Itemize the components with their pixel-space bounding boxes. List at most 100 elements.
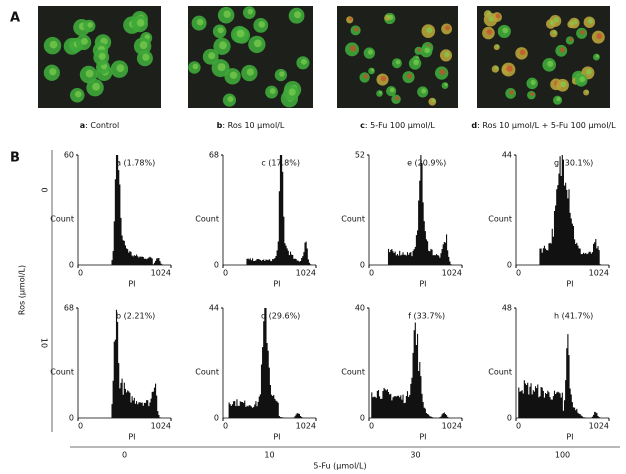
y-axis-label: Count [195, 214, 219, 223]
y-tick-label: 52 [355, 151, 365, 160]
cell [384, 14, 391, 21]
x-tick-label: 0 [223, 422, 228, 431]
image-caption: b: Ros 10 μmol/L [217, 121, 285, 130]
column-axis-title: 5-Fu (μmol/L) [313, 462, 366, 471]
caption-letter: d [471, 121, 477, 130]
x-tick-label: 0 [369, 269, 374, 278]
cell-nucleus [502, 27, 509, 34]
panel-label: B [10, 151, 20, 166]
cell-nucleus [300, 58, 307, 65]
row-axis-title: Ros (μmol/L) [18, 265, 27, 315]
cell-nucleus [192, 63, 199, 70]
y-tick-label: 0 [214, 414, 219, 423]
histogram [516, 334, 609, 418]
histogram [78, 155, 171, 265]
cell-nucleus [196, 18, 204, 26]
cell-nucleus [116, 64, 125, 73]
cell-nucleus [426, 27, 433, 34]
cell-nucleus [486, 29, 493, 35]
cell-nucleus [227, 96, 234, 103]
cell-nucleus [49, 40, 58, 49]
cell-nucleus [354, 27, 359, 32]
cell-nucleus [247, 8, 254, 15]
cell-nucleus [142, 53, 150, 61]
x-tick-label: 1024 [442, 422, 462, 431]
y-tick-label: 40 [355, 304, 365, 313]
cell-nucleus [74, 90, 82, 98]
x-tick-label: 0 [78, 269, 83, 278]
plot-annotation: h (41.7%) [554, 312, 593, 321]
cell-nucleus [570, 21, 574, 26]
x-axis-label: PI [419, 280, 426, 289]
cell-nucleus [506, 65, 513, 72]
caption-letter: b [217, 121, 223, 130]
cell-nucleus [253, 39, 262, 48]
cell-nucleus [367, 49, 373, 55]
cell-nucleus [395, 59, 401, 65]
cell-nucleus [445, 25, 451, 31]
cell-nucleus [363, 74, 368, 79]
cell-nucleus [495, 13, 501, 19]
x-tick-label: 0 [78, 422, 83, 431]
y-axis-label: Count [341, 367, 365, 376]
x-axis-label: PI [128, 433, 135, 442]
x-axis-label: PI [419, 433, 426, 442]
cell-nucleus [417, 47, 422, 52]
y-axis-label: Count [488, 367, 512, 376]
cell-nucleus [92, 82, 100, 91]
y-tick-label: 0 [69, 414, 74, 423]
y-tick-label: 48 [502, 304, 512, 313]
cell-nucleus [413, 59, 419, 66]
plot-annotation: b (2.21%) [116, 312, 155, 321]
cell-nucleus [223, 10, 231, 18]
cell-nucleus [229, 71, 238, 79]
cell-nucleus [371, 68, 374, 72]
plot-annotation: f (33.7%) [408, 312, 445, 321]
cell-nucleus [219, 41, 227, 50]
y-tick-label: 44 [209, 304, 219, 313]
caption-letter: a [80, 121, 85, 130]
cell-nucleus [379, 90, 383, 94]
x-tick-label: 1024 [151, 422, 171, 431]
cell-nucleus [387, 15, 390, 19]
y-tick-label: 0 [507, 261, 512, 270]
row-label: 0 [40, 187, 49, 192]
column-label: 10 [264, 451, 274, 460]
x-tick-label: 0 [516, 422, 521, 431]
cell-nucleus [421, 88, 427, 94]
cell-nucleus [595, 54, 599, 58]
histogram [369, 322, 462, 418]
y-tick-label: 68 [209, 151, 219, 160]
image-caption: c: 5-Fu 100 μmol/L [360, 121, 435, 130]
cell-nucleus [569, 37, 573, 42]
histogram [223, 308, 316, 418]
cell-nucleus [98, 52, 106, 60]
cell [583, 89, 590, 96]
y-axis-label: Count [341, 214, 365, 223]
caption-letter: c [360, 121, 365, 130]
cell-nucleus [496, 44, 500, 48]
x-tick-label: 1024 [151, 269, 171, 278]
y-tick-label: 68 [64, 304, 74, 313]
cell-nucleus [87, 22, 94, 28]
y-axis-label: Count [50, 367, 74, 376]
cell-nucleus [444, 51, 450, 58]
x-tick-label: 0 [223, 269, 228, 278]
cell-nucleus [217, 63, 226, 72]
caption-text: : Control [85, 121, 119, 130]
cell-nucleus [80, 37, 88, 45]
cell-nucleus [519, 49, 526, 56]
plot-annotation: d (29.6%) [261, 312, 300, 321]
cell-nucleus [380, 75, 387, 82]
cell-nucleus [288, 88, 296, 96]
cell-nucleus [509, 89, 515, 95]
cell-nucleus [552, 30, 557, 35]
x-tick-label: 0 [369, 422, 374, 431]
x-tick-label: 1024 [442, 269, 462, 278]
cell-nucleus [487, 11, 491, 15]
x-axis-label: PI [273, 280, 280, 289]
cell-nucleus [294, 11, 302, 19]
cell-nucleus [85, 69, 94, 78]
y-axis-label: Count [488, 214, 512, 223]
